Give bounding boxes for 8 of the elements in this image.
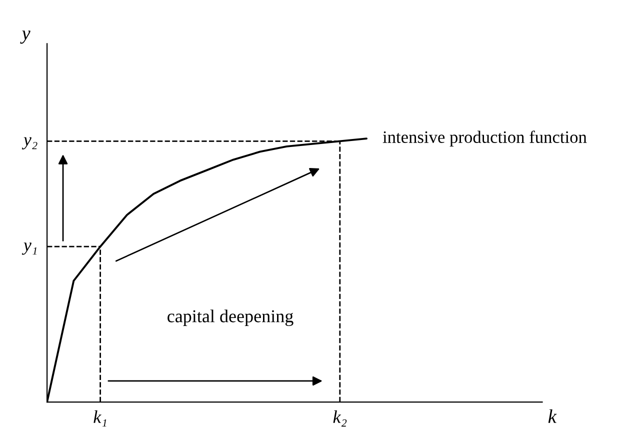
ref-line-label: y₁ bbox=[22, 242, 37, 255]
annotation: capital deepening bbox=[168, 310, 294, 326]
y-axis-title: y bbox=[20, 30, 30, 44]
x-tick-label: k₁ bbox=[94, 410, 106, 427]
text: k bbox=[548, 409, 557, 423]
series-label: intensive production function bbox=[382, 130, 587, 147]
ref-line-label: y₂ bbox=[22, 137, 38, 150]
x-tick-label: k₂ bbox=[333, 410, 347, 427]
